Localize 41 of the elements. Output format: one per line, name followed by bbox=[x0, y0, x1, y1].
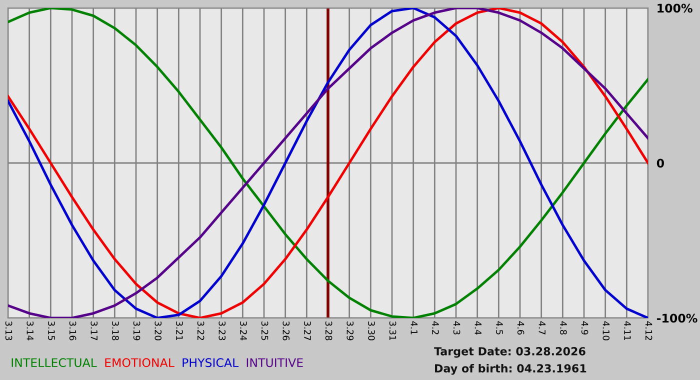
x-tick-label: 4.7 bbox=[538, 321, 546, 334]
x-tick-label: 3.13 bbox=[5, 321, 12, 340]
y-tick-label: 0 bbox=[656, 158, 664, 168]
x-tick-label: 3.28 bbox=[325, 321, 332, 340]
x-tick-label: 3.15 bbox=[48, 321, 55, 340]
x-tick-label: 3.21 bbox=[176, 321, 183, 340]
y-tick-label: 100% bbox=[658, 4, 692, 13]
x-tick-label: 4.8 bbox=[560, 321, 567, 335]
text: PHYSICAL bbox=[182, 358, 239, 368]
x-tick-label: 3.31 bbox=[389, 321, 396, 340]
x-tick-label: 3.30 bbox=[368, 321, 375, 340]
line-series bbox=[8, 8, 648, 318]
x-tick-label: 4.4 bbox=[474, 321, 482, 335]
x-tick-label: 3.17 bbox=[90, 321, 98, 340]
x-tick-label: 4.2 bbox=[432, 321, 439, 334]
text: Target Date: 03.28.2026 bbox=[434, 347, 586, 358]
x-tick-label: 4.11 bbox=[624, 321, 631, 340]
x-tick-label: 4.3 bbox=[453, 321, 460, 334]
x-tick-label: 3.27 bbox=[304, 321, 311, 340]
x-tick-label: 3.26 bbox=[282, 321, 290, 340]
x-tick-label: 3.23 bbox=[218, 321, 226, 340]
x-tick-label: 4.6 bbox=[517, 321, 524, 335]
x-tick-label: 3.24 bbox=[240, 321, 247, 340]
x-tick-label: 3.18 bbox=[112, 321, 119, 340]
x-tick-label: 3.29 bbox=[346, 321, 354, 340]
x-tick-label: 3.19 bbox=[133, 321, 140, 340]
text: EMOTIONAL bbox=[105, 358, 174, 368]
x-tick-label: 4.12 bbox=[646, 321, 652, 340]
x-tick-label: 4.5 bbox=[496, 321, 503, 334]
x-tick-label: 3.22 bbox=[197, 321, 204, 340]
x-tick-label: 3.14 bbox=[26, 321, 34, 340]
x-tick-label: 4.10 bbox=[602, 321, 610, 340]
x-tick-label: 4.9 bbox=[581, 321, 588, 334]
text: INTELLECTUAL bbox=[12, 358, 97, 368]
x-tick-label: 3.25 bbox=[261, 321, 268, 340]
text: INTUITIVE bbox=[246, 358, 303, 368]
x-tick-label: 3.20 bbox=[154, 321, 162, 340]
x-tick-label: 4.1 bbox=[410, 321, 418, 334]
y-tick-label: -100% bbox=[656, 314, 698, 323]
text: Day of birth: 04.23.1961 bbox=[435, 364, 586, 375]
x-tick-label: 3.16 bbox=[69, 321, 76, 340]
